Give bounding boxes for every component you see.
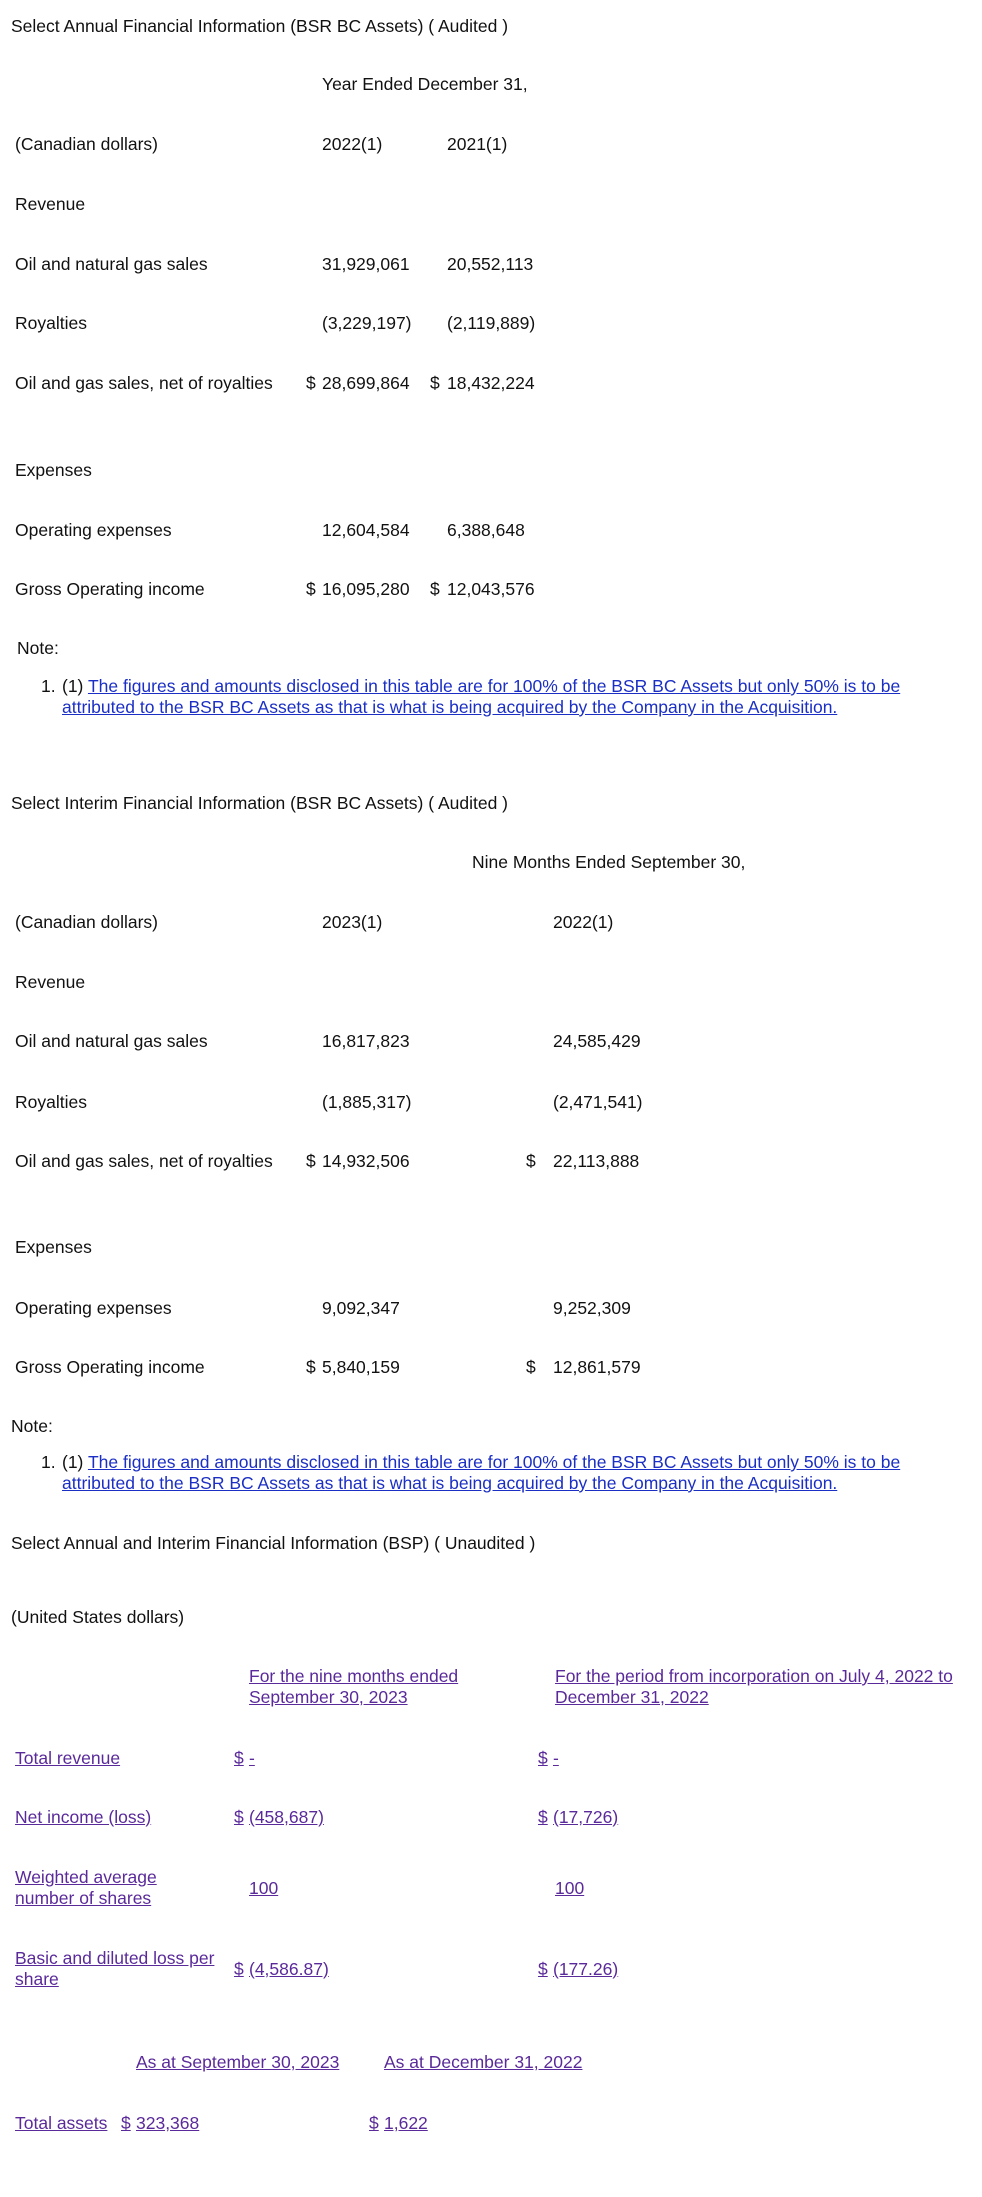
currency-symbol[interactable]: $ xyxy=(121,2113,131,2133)
row-label[interactable]: Basic and diluted loss per share xyxy=(15,1948,215,1989)
cell-value[interactable]: 100 xyxy=(555,1878,585,1898)
annual-col-header: 2022(1) xyxy=(322,134,383,154)
annual-title: Select Annual Financial Information (BSR… xyxy=(11,16,509,36)
row-label: Royalties xyxy=(15,1092,87,1112)
cell-value: 28,699,864 xyxy=(322,373,410,393)
currency-symbol[interactable]: $ xyxy=(369,2113,379,2133)
cell-value[interactable]: (177.26) xyxy=(553,1959,619,1979)
cell-value: 9,252,309 xyxy=(553,1298,631,1318)
note-number: 1. xyxy=(41,1452,56,1472)
balance-col-header[interactable]: As at December 31, 2022 xyxy=(384,2052,583,2072)
currency-symbol[interactable]: $ xyxy=(538,1748,548,1768)
cell-value: 24,585,429 xyxy=(553,1031,641,1051)
row-label: Expenses xyxy=(15,460,92,480)
cell-value[interactable]: 323,368 xyxy=(136,2113,200,2133)
cell-value: 5,840,159 xyxy=(322,1357,400,1377)
currency-symbol[interactable]: $ xyxy=(234,1748,244,1768)
cell-value: 6,388,648 xyxy=(447,520,525,540)
note-marker: (1) xyxy=(62,676,84,696)
bsp-col-header[interactable]: For the period from incorporation on Jul… xyxy=(555,1666,953,1707)
cell-value[interactable]: (458,687) xyxy=(249,1807,324,1827)
annual-period-header: Year Ended December 31, xyxy=(322,74,528,94)
cell-value[interactable]: (4,586.87) xyxy=(249,1959,329,1979)
row-label: Oil and natural gas sales xyxy=(15,1031,208,1051)
cell-value: 16,817,823 xyxy=(322,1031,410,1051)
currency-symbol[interactable]: $ xyxy=(538,1807,548,1827)
cell-value: (1,885,317) xyxy=(322,1092,412,1112)
currency-symbol: $ xyxy=(430,373,440,393)
note-label: Note: xyxy=(17,638,59,658)
cell-value: (2,119,889) xyxy=(447,313,536,333)
cell-value: 16,095,280 xyxy=(322,579,410,599)
balance-col-header[interactable]: As at September 30, 2023 xyxy=(136,2052,340,2072)
note-item: 1. (1) The figures and amounts disclosed… xyxy=(41,676,956,718)
currency-symbol: $ xyxy=(306,579,316,599)
row-label: Revenue xyxy=(15,194,86,214)
row-label: Oil and natural gas sales xyxy=(15,254,208,274)
row-label: Operating expenses xyxy=(15,1298,172,1318)
cell-value: 20,552,113 xyxy=(447,254,534,274)
cell-value: 18,432,224 xyxy=(447,373,535,393)
row-label: Gross Operating income xyxy=(15,579,205,599)
row-label: Oil and gas sales, net of royalties xyxy=(15,1151,273,1171)
note-number: 1. xyxy=(41,676,56,696)
row-label[interactable]: Weighted average number of shares xyxy=(15,1867,157,1908)
row-label[interactable]: Total revenue xyxy=(15,1748,121,1768)
cell-value: 14,932,506 xyxy=(322,1151,410,1171)
currency-symbol: $ xyxy=(526,1151,536,1171)
interim-col-header: 2023(1) xyxy=(322,912,383,932)
interim-col-header: 2022(1) xyxy=(553,912,614,932)
note-item: 1. (1) The figures and amounts disclosed… xyxy=(41,1452,956,1494)
row-label: Oil and gas sales, net of royalties xyxy=(15,373,273,393)
interim-currency-label: (Canadian dollars) xyxy=(15,912,158,932)
note-link[interactable]: The figures and amounts disclosed in thi… xyxy=(62,1452,901,1493)
row-label: Revenue xyxy=(15,972,86,992)
currency-symbol: $ xyxy=(526,1357,536,1377)
row-label: Gross Operating income xyxy=(15,1357,205,1377)
currency-symbol[interactable]: $ xyxy=(234,1807,244,1827)
bsp-title: Select Annual and Interim Financial Info… xyxy=(11,1533,536,1553)
currency-symbol[interactable]: $ xyxy=(234,1959,244,1979)
currency-symbol: $ xyxy=(306,373,316,393)
interim-title: Select Interim Financial Information (BS… xyxy=(11,793,508,813)
row-label: Royalties xyxy=(15,313,87,333)
cell-value: 22,113,888 xyxy=(553,1151,640,1171)
cell-value: 31,929,061 xyxy=(322,254,410,274)
cell-value[interactable]: 100 xyxy=(249,1878,279,1898)
annual-currency-label: (Canadian dollars) xyxy=(15,134,158,154)
cell-value[interactable]: (17,726) xyxy=(553,1807,619,1827)
cell-value: 12,861,579 xyxy=(553,1357,641,1377)
note-marker: (1) xyxy=(62,1452,84,1472)
cell-value[interactable]: - xyxy=(249,1748,255,1768)
cell-value: (3,229,197) xyxy=(322,313,412,333)
cell-value: 12,043,576 xyxy=(447,579,535,599)
currency-symbol[interactable]: $ xyxy=(538,1959,548,1979)
annual-col-header: 2021(1) xyxy=(447,134,508,154)
row-label[interactable]: Net income (loss) xyxy=(15,1807,152,1827)
note-label: Note: xyxy=(11,1416,53,1436)
currency-symbol: $ xyxy=(306,1357,316,1377)
interim-period-header: Nine Months Ended September 30, xyxy=(472,852,746,872)
note-link[interactable]: The figures and amounts disclosed in thi… xyxy=(62,676,901,717)
bsp-currency-label: (United States dollars) xyxy=(11,1607,185,1627)
row-label[interactable]: Total assets xyxy=(15,2113,108,2133)
cell-value[interactable]: - xyxy=(553,1748,559,1768)
currency-symbol: $ xyxy=(430,579,440,599)
bsp-col-header[interactable]: For the nine months ended September 30, … xyxy=(249,1666,459,1707)
currency-symbol: $ xyxy=(306,1151,316,1171)
cell-value[interactable]: 1,622 xyxy=(384,2113,428,2133)
cell-value: (2,471,541) xyxy=(553,1092,643,1112)
cell-value: 12,604,584 xyxy=(322,520,410,540)
row-label: Operating expenses xyxy=(15,520,172,540)
cell-value: 9,092,347 xyxy=(322,1298,400,1318)
row-label: Expenses xyxy=(15,1237,92,1257)
